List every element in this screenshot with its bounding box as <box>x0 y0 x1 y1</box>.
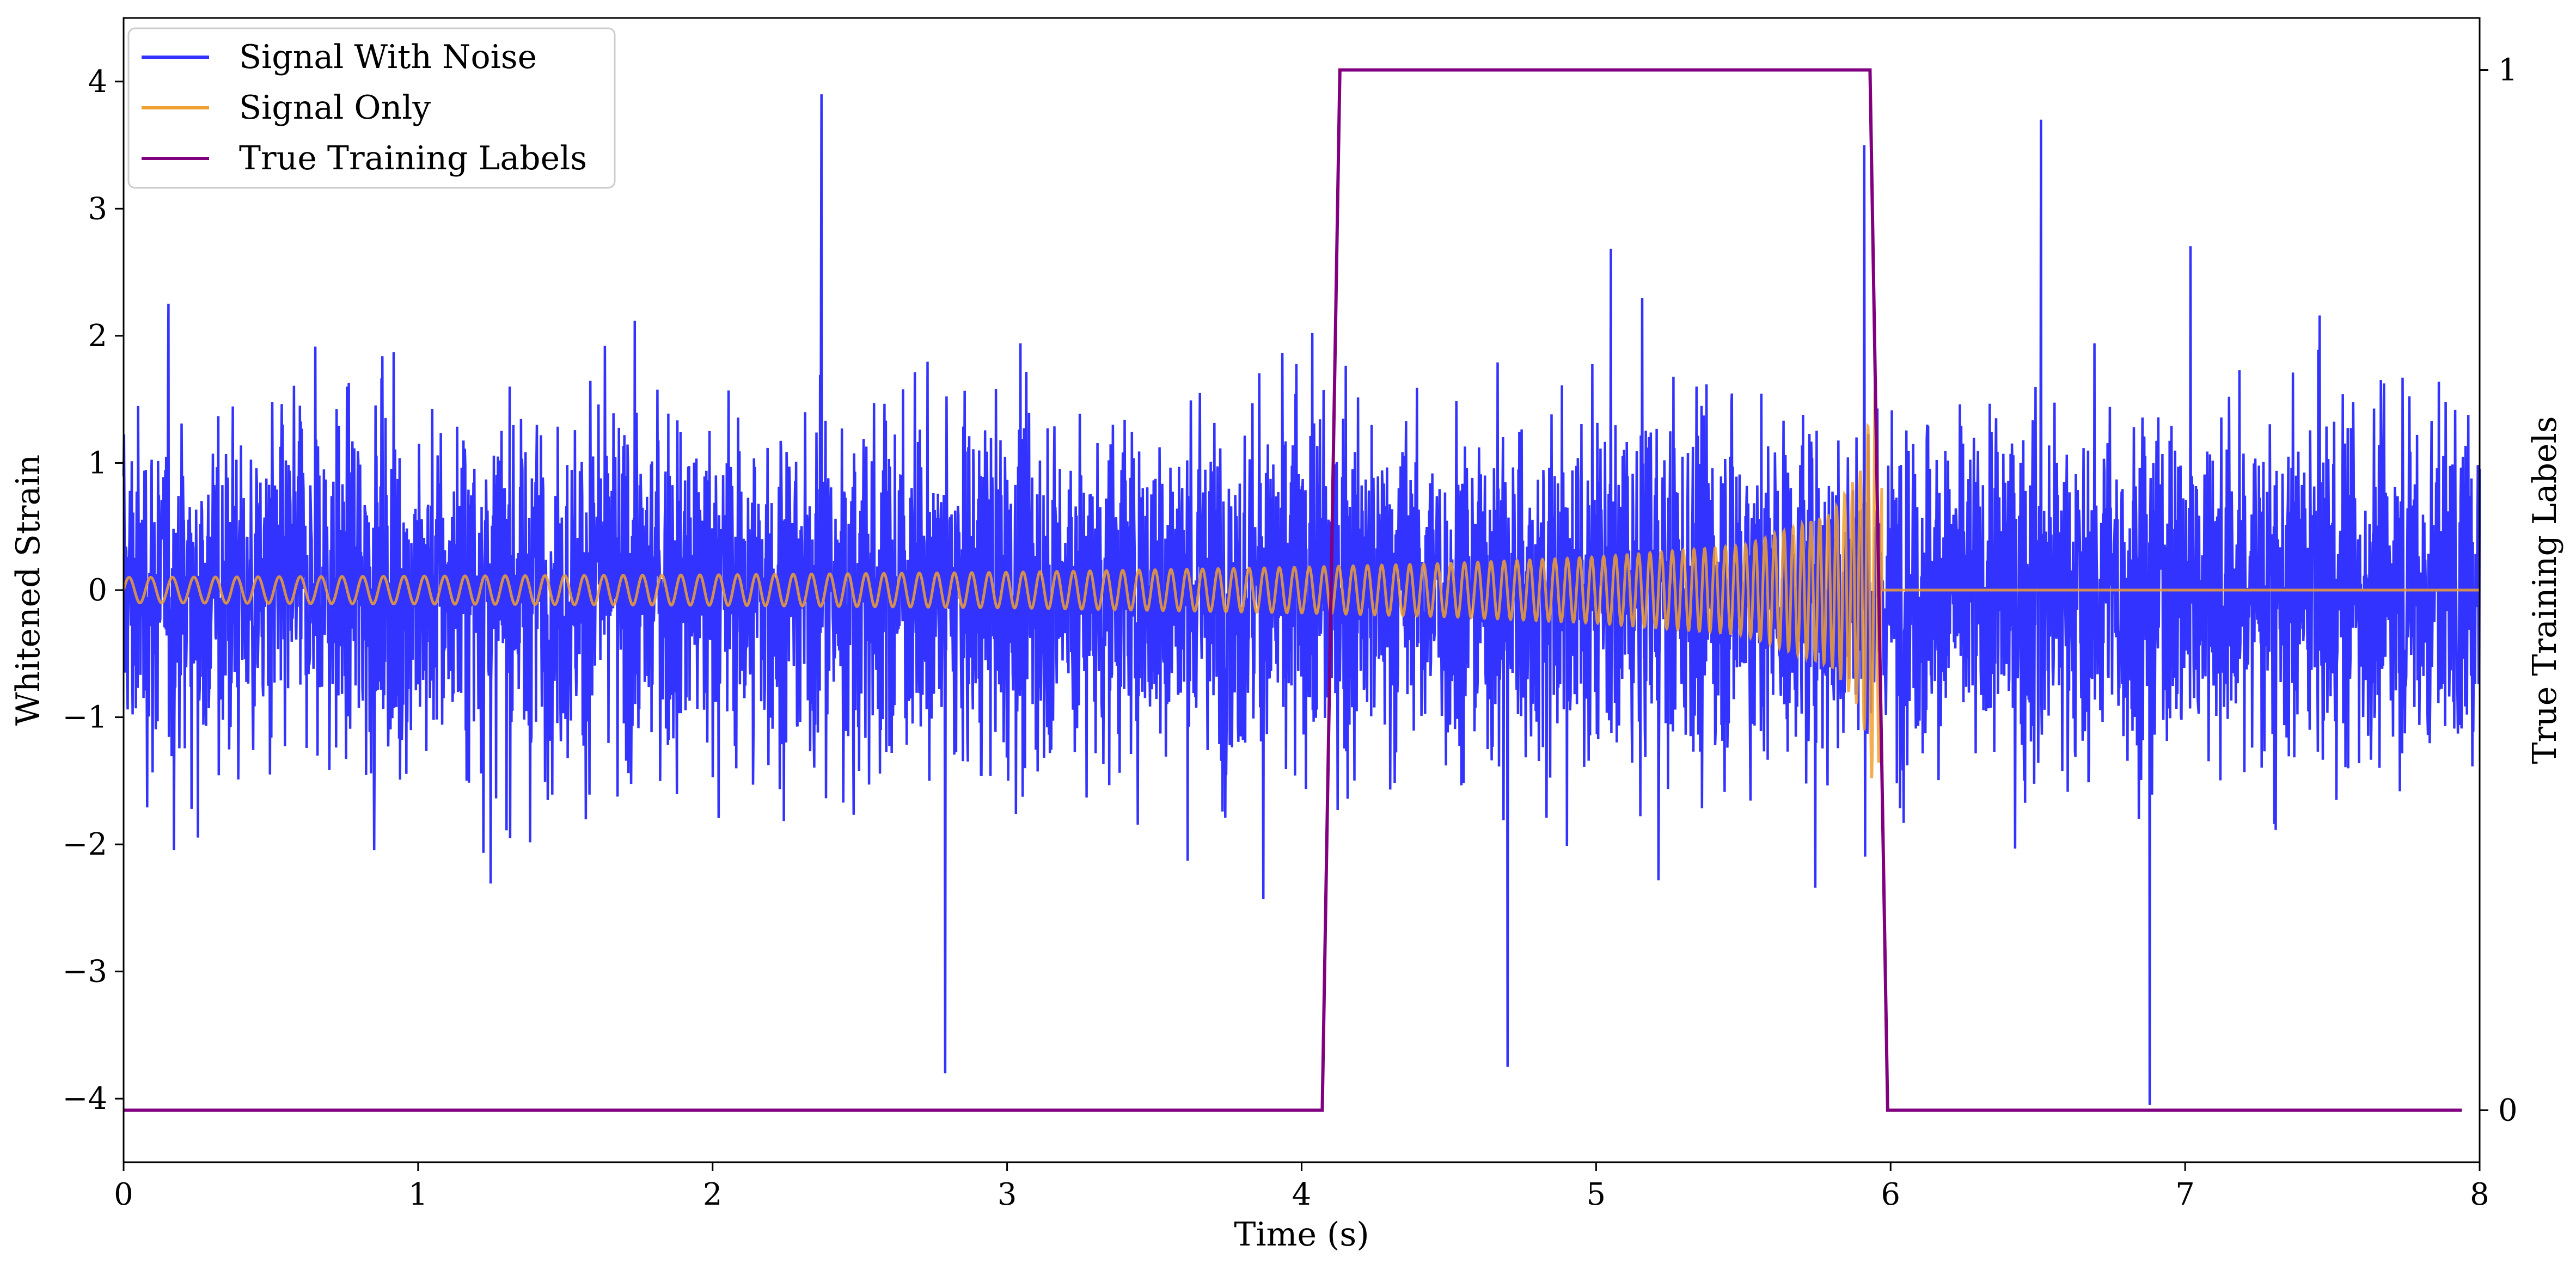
signal-only-line <box>122 378 2480 778</box>
y-axis-label: Whitened Strain <box>9 455 47 726</box>
legend-label: Signal Only <box>239 89 431 127</box>
y-tick-label: 0 <box>88 573 107 608</box>
legend-label: True Training Labels <box>239 139 587 177</box>
x-axis-label: Time (s) <box>1234 1216 1369 1254</box>
y-tick-label: −3 <box>62 954 107 990</box>
x-tick-label: 4 <box>1292 1177 1312 1212</box>
x-tick-label: 7 <box>2175 1177 2195 1212</box>
y-tick-label: −1 <box>62 700 107 735</box>
y-right-tick-label: 0 <box>2498 1093 2518 1128</box>
y-tick-label: 2 <box>88 318 107 354</box>
plot-area <box>122 68 2481 1112</box>
x-tick-label: 0 <box>114 1177 133 1212</box>
y-tick-label: −4 <box>62 1081 107 1116</box>
x-tick-label: 2 <box>703 1177 723 1212</box>
legend-label: Signal With Noise <box>239 38 537 76</box>
y-tick-label: −2 <box>62 827 107 862</box>
x-tick-label: 1 <box>408 1177 428 1212</box>
y-tick-label: 3 <box>88 191 107 226</box>
legend: Signal With Noise Signal Only True Trainin… <box>127 27 616 189</box>
y-right-tick-label: 1 <box>2498 53 2518 88</box>
axes: 0 1 2 3 4 5 6 7 8 −4 −3 −2 −1 0 1 2 3 4 0 1 Time (s) Whitened… <box>9 17 2564 1254</box>
legend-box <box>127 27 616 189</box>
y-tick-label: 1 <box>88 445 107 481</box>
true-training-labels-line <box>124 68 2462 1112</box>
y-tick-label: 4 <box>88 64 107 100</box>
signal-with-noise-line <box>122 94 2481 1105</box>
x-tick-label: 5 <box>1587 1177 1606 1212</box>
y-right-axis-label: True Training Labels <box>2526 416 2564 764</box>
x-tick-label: 3 <box>998 1177 1017 1212</box>
x-tick-label: 6 <box>1881 1177 1900 1212</box>
x-tick-label: 8 <box>2470 1177 2489 1212</box>
